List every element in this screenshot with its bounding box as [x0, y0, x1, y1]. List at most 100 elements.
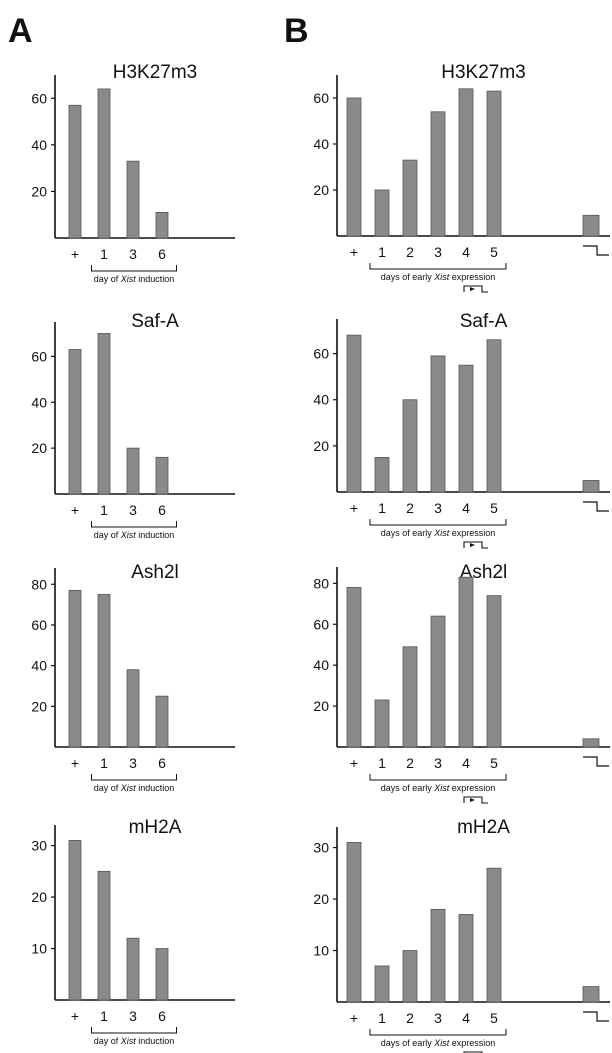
bar [486, 595, 502, 748]
x-group-label-part: induction [136, 1036, 175, 1046]
x-tick-label: 5 [490, 1010, 498, 1026]
x-group-label-part: day of [94, 783, 121, 793]
y-tick-label: 40 [31, 394, 47, 410]
bar [126, 937, 140, 1001]
x-group-bracket [369, 519, 507, 526]
x-tick-label: 1 [100, 246, 108, 262]
x-group-label-part: days of early [381, 1038, 435, 1048]
y-tick-label: 80 [31, 576, 47, 592]
chart-title: Saf-A [131, 311, 179, 332]
x-group-label-part: induction [136, 274, 175, 284]
xist-pulse-arrow-icon [470, 287, 475, 291]
bar [346, 587, 362, 748]
x-tick-label: 1 [100, 755, 108, 771]
y-tick-label: 20 [313, 438, 329, 454]
y-tick-label: 80 [313, 575, 329, 591]
x-group-label: day of Xist induction [94, 274, 175, 284]
x-group-label: days of early Xist expression [381, 1038, 496, 1048]
x-group-bracket [369, 774, 507, 781]
xist-off-step-icon [583, 245, 609, 256]
x-tick-label: 5 [490, 755, 498, 771]
bar [486, 867, 502, 1003]
x-group-label-part: day of [94, 1036, 121, 1046]
bar [402, 399, 418, 493]
x-tick-label: 3 [129, 1008, 137, 1024]
y-tick-label: 20 [313, 891, 329, 907]
x-tick-label: 1 [378, 244, 386, 260]
x-tick-label: 2 [406, 755, 414, 771]
bar [430, 355, 446, 493]
bar [430, 111, 446, 237]
bar [374, 965, 390, 1003]
panel-label-a: A [8, 12, 33, 50]
bar [402, 950, 418, 1003]
bar [582, 738, 600, 748]
y-tick-label: 40 [313, 392, 329, 408]
x-group-label: day of Xist induction [94, 1036, 175, 1046]
x-group-label-part: expression [449, 272, 495, 282]
chart-title: mH2A [457, 817, 510, 838]
x-group-label: day of Xist induction [94, 783, 175, 793]
bar [68, 589, 82, 748]
bar [97, 333, 111, 495]
y-tick-label: 30 [313, 840, 329, 856]
bar [430, 908, 446, 1003]
y-tick-label: 60 [313, 616, 329, 632]
y-tick-label: 60 [313, 90, 329, 106]
x-group-label-part: induction [136, 783, 175, 793]
x-tick-label: + [71, 755, 79, 771]
bar [582, 480, 600, 493]
x-tick-label: 4 [462, 755, 470, 771]
y-tick-label: 10 [313, 943, 329, 959]
x-group-label-part: day of [94, 530, 121, 540]
chart-title: Ash2l [131, 562, 179, 583]
x-group-label-part: days of early [381, 528, 435, 538]
x-tick-label: 2 [406, 500, 414, 516]
y-tick-label: 10 [31, 941, 47, 957]
bar [126, 160, 140, 239]
x-tick-label: 3 [129, 755, 137, 771]
bar [402, 159, 418, 237]
bar [97, 88, 111, 239]
chart-title: Saf-A [460, 311, 508, 332]
bar [458, 364, 474, 493]
x-tick-label: + [350, 755, 358, 771]
chart-b-mh2a: mH2A 10 20 30 + 1 2 3 4 5 days of early Xist expre… [313, 817, 610, 1053]
bar [68, 840, 82, 1001]
chart-a-safa: Saf-A 20 40 60 + 1 3 6 day of Xist induction [31, 311, 235, 540]
x-group-label-part: expression [449, 783, 495, 793]
chart-b-h3k27m3: H3K27m3 20 40 60 + 1 2 3 4 5 days of early Xist ex… [313, 62, 610, 293]
x-group-label: day of Xist induction [94, 530, 175, 540]
y-tick-label: 20 [313, 182, 329, 198]
x-group-bracket [91, 1027, 177, 1034]
x-group-label-part: day of [94, 274, 121, 284]
x-tick-label: 1 [100, 1008, 108, 1024]
y-tick-label: 20 [31, 698, 47, 714]
x-tick-label: + [350, 244, 358, 260]
bar [402, 646, 418, 748]
y-tick-label: 20 [313, 698, 329, 714]
x-tick-label: 5 [490, 500, 498, 516]
bar [458, 88, 474, 237]
panel-label-b: B [284, 12, 309, 50]
x-group-label-part: expression [449, 528, 495, 538]
x-tick-label: 3 [129, 246, 137, 262]
x-tick-label: 1 [100, 502, 108, 518]
x-group-label-part: Xist [433, 528, 450, 538]
bar [458, 914, 474, 1003]
bar [155, 211, 169, 239]
x-tick-label: 6 [158, 502, 166, 518]
x-tick-label: 1 [378, 755, 386, 771]
x-group-label: days of early Xist expression [381, 528, 496, 538]
bar [155, 948, 169, 1001]
x-tick-label: 5 [490, 244, 498, 260]
xist-off-step-icon [583, 1011, 609, 1022]
x-tick-label: 6 [158, 755, 166, 771]
xist-pulse-icon [463, 796, 488, 804]
bar [68, 104, 82, 239]
y-tick-label: 40 [313, 657, 329, 673]
y-tick-label: 20 [31, 440, 47, 456]
x-tick-label: 3 [434, 1010, 442, 1026]
chart-title: H3K27m3 [113, 62, 198, 83]
chart-a-ash2l: Ash2l 20 40 60 80 + 1 3 6 day of Xist induction [31, 562, 235, 793]
